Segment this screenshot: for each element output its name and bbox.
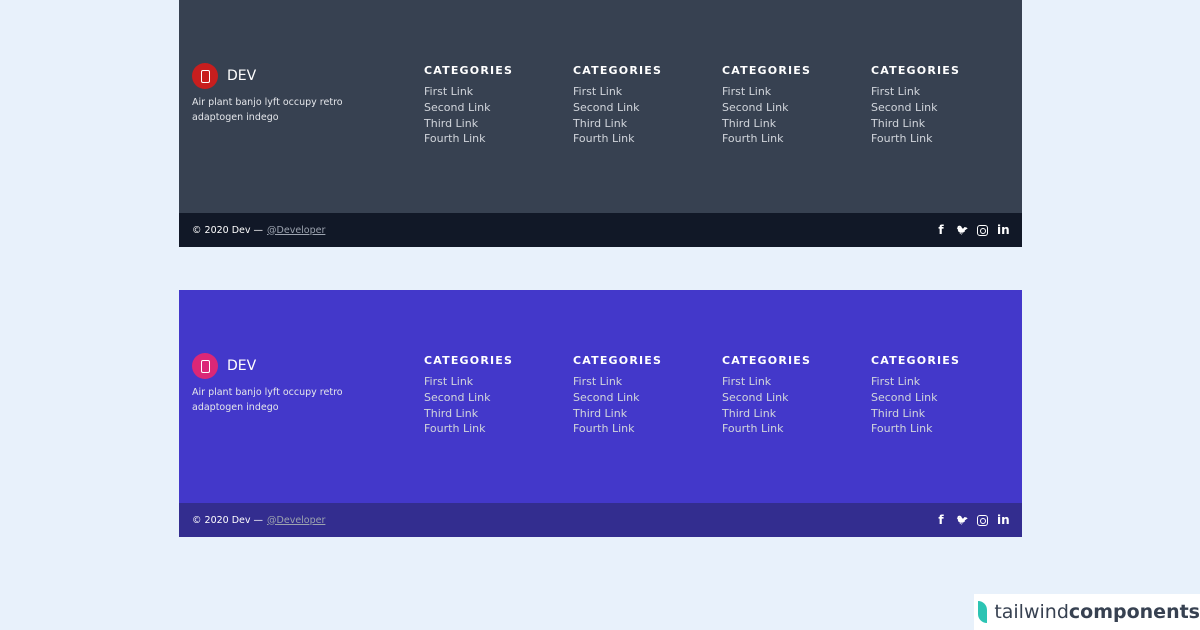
linkedin-icon[interactable]: in xyxy=(997,223,1010,237)
footer-link[interactable]: Fourth Link xyxy=(424,422,486,436)
social-links: f 🐦 in xyxy=(935,513,1009,527)
column-title: CATEGORIES xyxy=(424,354,514,367)
footer-bottom-bar: © 2020 Dev — @Developer f 🐦 in xyxy=(179,213,1022,247)
footer-link[interactable]: Second Link xyxy=(871,100,938,114)
footer-link[interactable]: Third Link xyxy=(871,116,926,130)
footer-link[interactable]: Third Link xyxy=(722,406,777,420)
twitter-icon[interactable]: 🐦 xyxy=(956,514,969,526)
developer-handle-link[interactable]: @Developer xyxy=(267,224,326,236)
footer-link[interactable]: First Link xyxy=(424,85,474,98)
link-column: CATEGORIES First Link Second Link Third Lin… xyxy=(424,354,513,437)
footer-link[interactable]: Second Link xyxy=(424,100,491,114)
brand[interactable]: DEV xyxy=(192,63,256,89)
twitter-icon[interactable]: 🐦 xyxy=(956,224,969,236)
brand-description: Air plant banjo lyft occupy retro adapto… xyxy=(192,387,343,413)
footer-link[interactable]: Fourth Link xyxy=(722,132,784,146)
footer-main: DEV Air plant banjo lyft occupy retro ad… xyxy=(179,290,1022,503)
instagram-icon[interactable] xyxy=(977,514,988,526)
link-column: CATEGORIES First Link Second Link Third Lin… xyxy=(424,64,513,147)
column-title: CATEGORIES xyxy=(573,354,663,367)
column-title: CATEGORIES xyxy=(871,354,961,367)
brand-name: DEV xyxy=(227,68,257,84)
column-title: CATEGORIES xyxy=(722,354,812,367)
footer-link[interactable]: First Link xyxy=(871,375,921,388)
link-column: CATEGORIES First Link Second Link Third Lin… xyxy=(573,64,662,147)
link-column: CATEGORIES First Link Second Link Third Lin… xyxy=(722,354,811,437)
brand-name: DEV xyxy=(227,358,257,374)
footer-link[interactable]: First Link xyxy=(722,375,772,388)
tailwindcomponents-watermark[interactable]: tailwind components xyxy=(974,594,1200,630)
link-column: CATEGORIES First Link Second Link Third Lin… xyxy=(722,64,811,147)
footer-link[interactable]: First Link xyxy=(424,375,474,388)
footer-link[interactable]: Fourth Link xyxy=(871,132,933,146)
leaf-logo-icon xyxy=(978,601,988,623)
footer-link[interactable]: Second Link xyxy=(871,390,938,404)
footer-link[interactable]: First Link xyxy=(722,85,772,98)
footer-link[interactable]: Third Link xyxy=(871,406,926,420)
footer-link[interactable]: Fourth Link xyxy=(871,422,933,436)
footer-dark: DEV Air plant banjo lyft occupy retro ad… xyxy=(179,0,1022,247)
footer-link[interactable]: Third Link xyxy=(722,116,777,130)
brand-description: Air plant banjo lyft occupy retro adapto… xyxy=(192,97,343,123)
linkedin-icon[interactable]: in xyxy=(997,513,1010,527)
footer-link[interactable]: Second Link xyxy=(573,390,640,404)
link-column: CATEGORIES First Link Second Link Third Lin… xyxy=(871,64,960,147)
footer-link[interactable]: First Link xyxy=(573,85,623,98)
link-column: CATEGORIES First Link Second Link Third Lin… xyxy=(871,354,960,437)
column-title: CATEGORIES xyxy=(573,64,663,77)
footer-indigo: DEV Air plant banjo lyft occupy retro ad… xyxy=(179,290,1022,537)
tablet-icon xyxy=(192,63,218,89)
social-links: f 🐦 in xyxy=(935,223,1009,237)
footer-link[interactable]: Fourth Link xyxy=(573,422,635,436)
footer-link[interactable]: Fourth Link xyxy=(424,132,486,146)
footer-link[interactable]: Second Link xyxy=(424,390,491,404)
brand[interactable]: DEV xyxy=(192,353,256,379)
footer-main: DEV Air plant banjo lyft occupy retro ad… xyxy=(179,0,1022,213)
column-title: CATEGORIES xyxy=(722,64,812,77)
developer-handle-link[interactable]: @Developer xyxy=(267,514,326,526)
footer-link[interactable]: Third Link xyxy=(573,116,628,130)
copyright: © 2020 Dev — @Developer xyxy=(192,514,326,526)
footer-link[interactable]: First Link xyxy=(573,375,623,388)
footer-link[interactable]: Third Link xyxy=(573,406,628,420)
link-column: CATEGORIES First Link Second Link Third Lin… xyxy=(573,354,662,437)
facebook-icon[interactable]: f xyxy=(938,223,944,237)
footer-link[interactable]: Second Link xyxy=(722,390,789,404)
copyright: © 2020 Dev — @Developer xyxy=(192,224,326,236)
footer-link[interactable]: Fourth Link xyxy=(722,422,784,436)
footer-link[interactable]: Third Link xyxy=(424,406,479,420)
facebook-icon[interactable]: f xyxy=(938,513,944,527)
footer-link[interactable]: Second Link xyxy=(573,100,640,114)
column-title: CATEGORIES xyxy=(871,64,961,77)
footer-link[interactable]: First Link xyxy=(871,85,921,98)
footer-link[interactable]: Third Link xyxy=(424,116,479,130)
tablet-icon xyxy=(192,353,218,379)
column-title: CATEGORIES xyxy=(424,64,514,77)
footer-bottom-bar: © 2020 Dev — @Developer f 🐦 in xyxy=(179,503,1022,537)
footer-link[interactable]: Fourth Link xyxy=(573,132,635,146)
instagram-icon[interactable] xyxy=(977,224,988,236)
footer-link[interactable]: Second Link xyxy=(722,100,789,114)
